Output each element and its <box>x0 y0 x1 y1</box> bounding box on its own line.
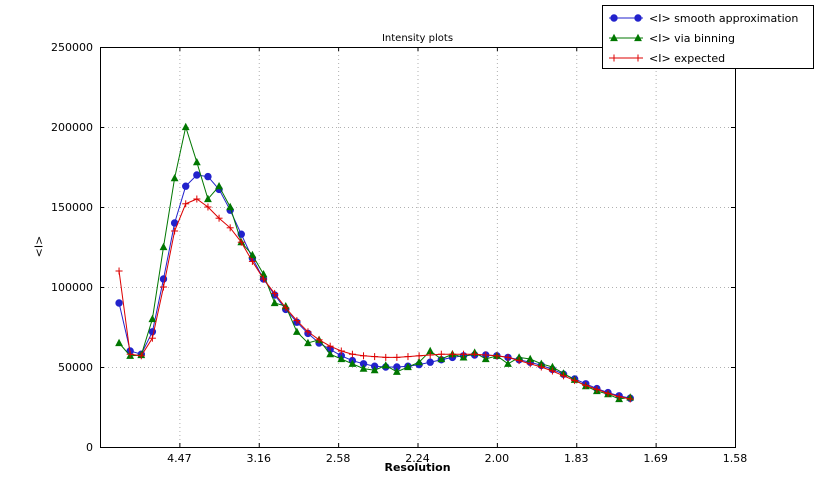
chart-title: Intensity plots <box>381 33 454 44</box>
legend-label: <I> smooth approximation <box>649 12 798 25</box>
legend: <I> smooth approximation <I> via binning <… <box>602 5 814 69</box>
y-tick-label: 250000 <box>51 41 93 54</box>
y-tick-label: 200000 <box>51 121 93 134</box>
x-axis-label: Resolution <box>384 461 451 474</box>
tick-labels: 4.47 3.16 2.58 2.24 2.00 1.83 1.69 1.58 0 50000 10… <box>51 41 747 465</box>
x-tick-label: 2.58 <box>326 452 351 465</box>
y-tick-label: 150000 <box>51 201 93 214</box>
y-tick-label: 0 <box>86 441 93 454</box>
x-tick-label: 4.47 <box>167 452 192 465</box>
series-1 <box>115 122 635 403</box>
y-axis-label: <I> <box>32 235 46 258</box>
legend-item: <I> smooth approximation <box>609 12 798 25</box>
x-tick-label: 1.58 <box>723 452 748 465</box>
legend-item: <I> via binning <box>609 32 735 45</box>
gridlines <box>100 47 736 448</box>
x-tick-label: 2.24 <box>405 452 430 465</box>
y-tick-label: 100000 <box>51 281 93 294</box>
legend-label: <I> via binning <box>649 32 735 45</box>
legend-item: <I> expected <box>609 52 725 65</box>
x-tick-label: 2.00 <box>485 452 510 465</box>
x-tick-label: 1.83 <box>564 452 589 465</box>
series-2 <box>115 195 634 403</box>
legend-label: <I> expected <box>649 52 725 65</box>
x-tick-label: 1.69 <box>643 452 668 465</box>
y-tick-label: 50000 <box>58 361 93 374</box>
x-tick-label: 3.16 <box>247 452 272 465</box>
